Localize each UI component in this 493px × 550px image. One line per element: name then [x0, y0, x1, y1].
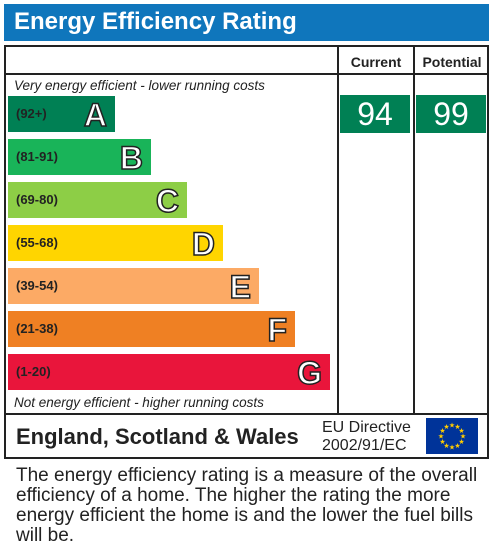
directive-line-2: 2002/91/EC — [322, 437, 407, 454]
band-g: (1-20) G — [8, 354, 330, 392]
flag-star: ★ — [458, 438, 464, 446]
current-header: Current — [350, 54, 402, 70]
title-bar: Energy Efficiency Rating — [4, 4, 489, 41]
band-e: (39-54) E — [8, 268, 259, 306]
band-letter: B — [119, 139, 144, 177]
header-divider-left — [4, 73, 337, 75]
band-letter: D — [191, 225, 216, 263]
current-score-value: 94 — [357, 96, 393, 132]
eu-directive: EU Directive 2002/91/EC — [322, 419, 411, 455]
column-divider-current — [337, 45, 339, 414]
description-text: The energy efficiency rating is a measur… — [16, 465, 478, 546]
potential-score-value: 99 — [433, 96, 469, 132]
column-divider-potential — [413, 45, 415, 414]
directive-line-1: EU Directive — [322, 419, 411, 436]
band-range-label: (39-54) — [16, 278, 58, 293]
band-range-label: (55-68) — [16, 235, 58, 250]
band-letter: G — [296, 354, 322, 392]
rating-frame — [4, 45, 489, 459]
flag-star: ★ — [443, 423, 449, 431]
flag-star: ★ — [439, 427, 445, 435]
header-divider-right — [337, 73, 489, 75]
band-letter: A — [83, 96, 108, 134]
flag-star: ★ — [449, 444, 455, 452]
current-score: 94 — [340, 95, 410, 133]
bottom-caption: Not energy efficient - higher running co… — [14, 395, 264, 410]
chart-title: Energy Efficiency Rating — [14, 8, 297, 35]
band-letter: F — [267, 311, 288, 349]
band-f: (21-38) F — [8, 311, 295, 349]
flag-star: ★ — [438, 433, 444, 441]
flag-star: ★ — [454, 442, 460, 450]
band-range-label: (21-38) — [16, 321, 58, 336]
flag-star: ★ — [449, 422, 455, 430]
band-range-label: (69-80) — [16, 192, 58, 207]
band-letter: E — [229, 268, 252, 306]
band-range-label: (92+) — [16, 106, 47, 121]
top-caption: Very energy efficient - lower running co… — [14, 78, 265, 93]
band-b: (81-91) B — [8, 139, 151, 177]
flag-star: ★ — [439, 438, 445, 446]
potential-header: Potential — [422, 54, 482, 70]
band-d: (55-68) D — [8, 225, 223, 263]
eu-flag-icon: ★ ★ ★ ★ ★ ★ ★ ★ ★ ★ ★ ★ — [426, 418, 478, 454]
band-range-label: (81-91) — [16, 149, 58, 164]
flag-star: ★ — [454, 423, 460, 431]
potential-score: 99 — [416, 95, 486, 133]
band-c: (69-80) C — [8, 182, 187, 220]
band-letter: C — [155, 182, 180, 220]
flag-star: ★ — [460, 433, 466, 441]
band-range-label: (1-20) — [16, 364, 51, 379]
region-label: England, Scotland & Wales — [16, 424, 299, 449]
footer-divider — [4, 413, 489, 415]
flag-star: ★ — [443, 442, 449, 450]
band-a: (92+) A — [8, 96, 115, 134]
flag-star: ★ — [458, 427, 464, 435]
